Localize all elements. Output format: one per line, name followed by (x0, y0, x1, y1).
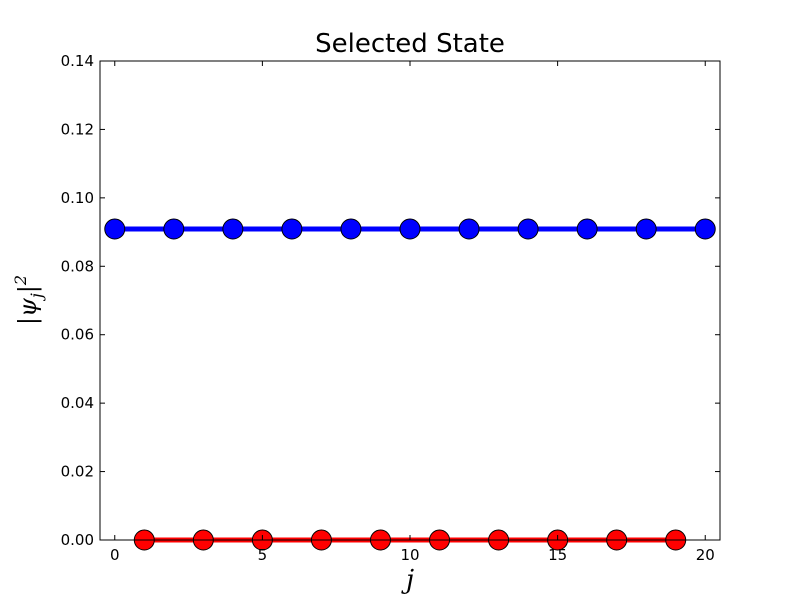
series-1-point (694, 218, 716, 240)
y-axis-label-subscript: j (27, 293, 46, 301)
x-tick-label: 0 (110, 546, 120, 564)
x-tick-label: 20 (696, 546, 715, 564)
series-1-point (281, 218, 303, 240)
series-1-point (104, 218, 126, 240)
x-tick-label: 5 (258, 546, 268, 564)
y-tick-label: 0.08 (61, 257, 94, 275)
series-1-point (340, 218, 362, 240)
plot-area (100, 61, 720, 540)
x-tick-label: 15 (548, 546, 567, 564)
series-1-point (517, 218, 539, 240)
y-axis-label-superscript: 2 (11, 275, 30, 286)
series-1-point (635, 218, 657, 240)
x-tick-label: 10 (400, 546, 419, 564)
y-tick-label: 0.02 (61, 463, 94, 481)
y-axis-label-bar: | (14, 285, 43, 293)
y-tick-label: 0.06 (61, 326, 94, 344)
series-1-point (458, 218, 480, 240)
y-tick-label: 0.10 (61, 189, 94, 207)
series-1-point (399, 218, 421, 240)
y-tick-label: 0.04 (61, 394, 94, 412)
y-axis-ticks: 0.00 0.02 0.04 0.06 0.08 0.10 0.12 0.14 (61, 52, 720, 549)
y-tick-label: 0.00 (61, 531, 94, 549)
series-1-point (163, 218, 185, 240)
chart-title: Selected State (315, 29, 505, 59)
y-tick-label: 0.12 (61, 120, 94, 138)
series-1-point (222, 218, 244, 240)
y-axis-label: |ψj|2 (11, 275, 46, 325)
y-axis-label-main: |ψ (14, 297, 43, 325)
x-axis-label: j (401, 565, 414, 595)
series-1-point (576, 218, 598, 240)
x-axis-ticks: 0 5 10 15 20 (110, 61, 715, 564)
y-tick-label: 0.14 (61, 52, 94, 70)
